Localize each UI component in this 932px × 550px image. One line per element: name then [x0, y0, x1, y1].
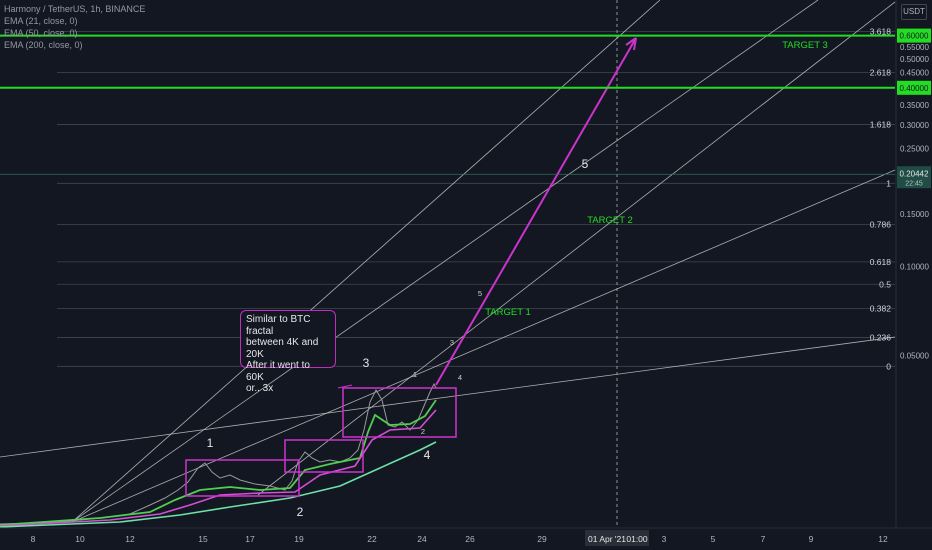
ema21-legend[interactable]: EMA (21, close, 0) — [4, 16, 78, 26]
target-price-tag — [897, 28, 931, 43]
target-price-label: 0.40000 — [900, 84, 929, 93]
trend-line — [71, 0, 819, 523]
mini-wave-label-2: 2 — [421, 427, 425, 436]
fib-level-label: 1.618 — [870, 119, 892, 129]
wave-label-1: 1 — [207, 436, 214, 450]
wave-label-5: 5 — [582, 157, 589, 171]
time-tick-label: 01:00 — [626, 534, 648, 544]
time-tick-label: 19 — [294, 534, 304, 544]
time-tick-label: 15 — [198, 534, 208, 544]
price-tick-label: 0.15000 — [900, 210, 929, 219]
fib-level-label: 0.618 — [870, 257, 892, 267]
time-tick-label: 5 — [711, 534, 716, 544]
time-axis: 81012151719222426293101 Apr '2101:003579… — [0, 527, 932, 546]
price-tick-label: 0.05000 — [900, 352, 929, 361]
time-tick-label: 9 — [809, 534, 814, 544]
arrow-head — [625, 37, 637, 51]
time-tick-label: 12 — [125, 534, 135, 544]
price-tick-label: 0.45000 — [900, 69, 929, 78]
ema200-line — [0, 441, 437, 528]
price-tick-label: 0.35000 — [900, 101, 929, 110]
time-tick-label: 12 — [878, 534, 888, 544]
consolidation-box — [185, 459, 300, 497]
target-label: TARGET 2 — [587, 215, 633, 226]
projection-arrow — [435, 37, 637, 386]
time-tick-label: 24 — [417, 534, 427, 544]
wave-labels: 1 2 3 4 5 1 2 3 4 5 — [207, 157, 589, 519]
ema50-legend[interactable]: EMA (50, close, 0) — [4, 28, 78, 38]
time-tick-label: 01 Apr '21 — [588, 534, 626, 544]
fib-level-label: 0 — [886, 361, 891, 371]
price-series — [0, 382, 437, 528]
trend-line — [257, 1, 896, 496]
ema50-line — [0, 409, 437, 527]
currency-button[interactable]: USDT — [901, 4, 927, 20]
wave-label-4: 4 — [424, 448, 431, 462]
target-price-label: 0.60000 — [900, 32, 929, 41]
consolidation-boxes — [185, 37, 637, 497]
time-tick-label: 8 — [31, 534, 36, 544]
target-label: TARGET 3 — [782, 40, 828, 51]
target-label: TARGET 1 — [485, 307, 531, 318]
fib-level-label: 0.236 — [870, 333, 892, 343]
consolidation-box — [342, 387, 457, 438]
price-line — [0, 382, 437, 525]
target-price-tag — [897, 80, 931, 95]
current-price-tag — [897, 166, 931, 189]
trend-line — [71, 0, 661, 523]
current-price-time: 22:45 — [905, 180, 923, 187]
price-tick-label: 0.50000 — [900, 55, 929, 64]
trend-line — [71, 169, 896, 523]
wave-label-2: 2 — [297, 505, 304, 519]
price-tick-label: 0.25000 — [900, 144, 929, 153]
time-tick-label: 7 — [761, 534, 766, 544]
mini-wave-label-1: 1 — [413, 370, 417, 379]
current-price-label: 0.20442 — [900, 169, 929, 178]
price-axis: 0.050000.100000.150000.200000.250000.300… — [0, 0, 931, 528]
time-tick-label: 26 — [465, 534, 475, 544]
mini-wave-label-3: 3 — [450, 338, 454, 347]
chart-legend: Harmony / TetherUS, 1h, BINANCE EMA (21,… — [4, 3, 145, 51]
fib-level-label: 0.786 — [870, 219, 892, 229]
trend-lines — [0, 0, 896, 528]
fib-level-label: 2.618 — [870, 68, 892, 78]
trend-line — [0, 336, 896, 458]
fib-level-label: 0.382 — [870, 304, 892, 314]
ema200-legend[interactable]: EMA (200, close, 0) — [4, 40, 83, 50]
fractal-note: Similar to BTC fractal between 4K and 20… — [240, 310, 336, 394]
price-tick-label: 0.30000 — [900, 121, 929, 130]
note-connector — [337, 384, 353, 389]
date-marker-tag — [585, 530, 649, 546]
price-tick-label: 0.10000 — [900, 262, 929, 271]
time-tick-label: 29 — [537, 534, 547, 544]
price-tick-label: 0.55000 — [900, 43, 929, 52]
symbol-title[interactable]: Harmony / TetherUS, 1h, BINANCE — [4, 4, 146, 14]
ema21-line — [0, 399, 437, 526]
mini-wave-label-4: 4 — [458, 373, 462, 382]
time-tick-label: 3 — [662, 534, 667, 544]
mini-wave-label-5: 5 — [478, 289, 482, 298]
consolidation-box — [284, 439, 364, 473]
fib-level-label: 3.618 — [870, 26, 892, 36]
time-tick-label: 22 — [367, 534, 377, 544]
target-lines: TARGET 1 0.40000 TARGET 2 0.60000 TARGET 3 — [0, 28, 931, 318]
time-tick-label: 17 — [245, 534, 255, 544]
fib-level-label: 0.5 — [879, 279, 891, 289]
wave-label-3: 3 — [363, 356, 370, 370]
fibonacci-levels: 0 0.236 0.382 0.5 0.618 0.786 1 1.618 2.618 3.618 — [57, 26, 895, 371]
fib-level-label: 1 — [886, 178, 891, 188]
time-tick-label: 10 — [75, 534, 85, 544]
